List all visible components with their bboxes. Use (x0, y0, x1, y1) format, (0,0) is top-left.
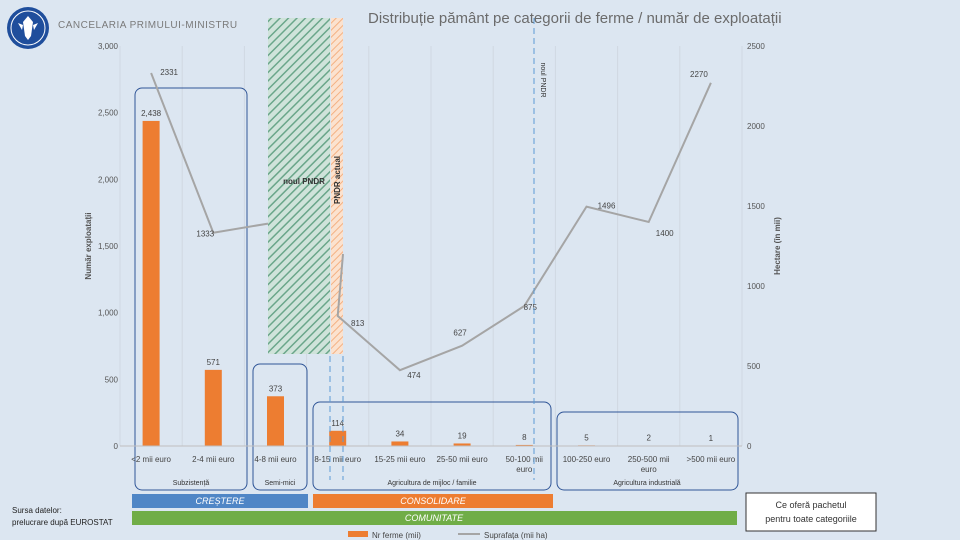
category-group-label: Agricultura industrială (613, 480, 680, 487)
bar-nr-ferme (453, 443, 471, 446)
y2-axis-title: Hectare (în mii) (773, 217, 782, 275)
line-value-label: 627 (453, 329, 467, 338)
strategy-band (132, 511, 737, 525)
y2-tick-label: 1000 (747, 282, 765, 291)
x-tick-label: 250-500 mii (628, 455, 670, 464)
x-tick-label: 15-25 mii euro (374, 455, 426, 464)
y-tick-label: 500 (105, 375, 119, 384)
source-line-1: Sursa datelor: (12, 506, 62, 515)
category-group-box (556, 411, 739, 491)
bar-value-label: 19 (458, 431, 467, 440)
strategy-band-label: CONSOLIDARE (400, 496, 467, 506)
pndr-hatch-area (268, 18, 330, 354)
bar-nr-ferme (329, 430, 347, 446)
line-value-label: 474 (407, 371, 421, 380)
new-pndr-vertical-label: noul PNDR (539, 62, 546, 97)
bar-value-label: 114 (331, 419, 344, 428)
strategy-band-label: COMUNITATE (405, 513, 464, 523)
chart-title: Distribuție pământ pe categorii de ferme… (368, 10, 782, 27)
bar-nr-ferme (391, 441, 409, 446)
x-tick-label: euro (516, 465, 533, 474)
legend-label-line: Suprafața (mii ha) (484, 531, 548, 540)
line-value-label: 875 (524, 303, 538, 312)
line-suprafata-part1 (150, 72, 269, 234)
category-group-box (252, 363, 308, 491)
x-tick-label: 25-50 mii euro (437, 455, 489, 464)
bar-nr-ferme (204, 369, 222, 446)
callout-text-line1: Ce oferă pachetul (775, 500, 846, 510)
y-tick-label: 1,000 (98, 309, 119, 318)
bar-nr-ferme (142, 120, 160, 446)
y2-tick-label: 1500 (747, 202, 765, 211)
y-axis-title: Număr exploatații (84, 212, 93, 279)
pndr-actual-label: PNDR actual (333, 156, 342, 204)
data-source-note: Sursa datelor: prelucrare după EUROSTAT (12, 505, 113, 529)
y2-tick-label: 500 (747, 362, 761, 371)
y-tick-label: 2,000 (98, 175, 119, 184)
category-group-box (134, 87, 248, 491)
x-tick-label: >500 mii euro (687, 455, 736, 464)
strategy-band-label: CREȘTERE (195, 496, 245, 506)
callout-box (745, 492, 877, 532)
line-value-label: 1496 (598, 202, 616, 211)
y-tick-label: 1,500 (98, 242, 119, 251)
line-value-label: 813 (351, 319, 365, 328)
bar-value-label: 2,438 (141, 109, 162, 118)
strategy-band (313, 494, 553, 508)
line-value-label: 1333 (196, 230, 214, 239)
line-value-label: 2331 (160, 68, 178, 77)
bar-value-label: 373 (269, 384, 283, 393)
callout-text-line2: pentru toate categoriile (765, 514, 857, 524)
category-group-label: Agricultura de mijloc / familie (387, 480, 476, 487)
y2-tick-label: 2500 (747, 42, 765, 51)
x-tick-label: 8-15 mii euro (314, 455, 361, 464)
x-tick-label: euro (641, 465, 658, 474)
category-group-label: Semi-mici (265, 480, 296, 487)
org-name: CANCELARIA PRIMULUI-MINISTRU (58, 20, 238, 31)
line-value-label: 2270 (690, 70, 708, 79)
x-tick-label: 100-250 euro (563, 455, 611, 464)
legend-label-bars: Nr ferme (mii) (372, 531, 421, 540)
government-crest-icon (7, 7, 49, 49)
y-tick-label: 3,000 (98, 42, 119, 51)
source-line-2: prelucrare după EUROSTAT (12, 518, 113, 527)
new-pndr-label: noul PNDR (283, 177, 325, 186)
y-tick-label: 0 (114, 442, 119, 451)
line-value-label: 1400 (656, 229, 674, 238)
legend-swatch-bars (348, 531, 368, 537)
y2-tick-label: 2000 (747, 122, 765, 131)
category-group-label: Subzistență (173, 480, 210, 487)
bar-value-label: 1 (709, 434, 714, 443)
bar-value-label: 2 (646, 434, 651, 443)
bar-value-label: 5 (584, 433, 589, 442)
y-tick-label: 2,500 (98, 109, 119, 118)
bar-value-label: 34 (395, 429, 404, 438)
line-suprafata-part2 (336, 82, 712, 372)
pndr-actual-hatch-area (331, 18, 343, 354)
bar-nr-ferme (515, 444, 533, 446)
bar-value-label: 8 (522, 433, 527, 442)
bar-nr-ferme (267, 396, 284, 446)
y2-tick-label: 0 (747, 442, 752, 451)
bar-value-label: 571 (207, 358, 221, 367)
x-tick-label: 50-100 mii (506, 455, 544, 464)
x-tick-label: 2-4 mii euro (192, 455, 235, 464)
strategy-band (132, 494, 308, 508)
x-tick-label: 4-8 mii euro (254, 455, 297, 464)
x-tick-label: <2 mii euro (131, 455, 171, 464)
